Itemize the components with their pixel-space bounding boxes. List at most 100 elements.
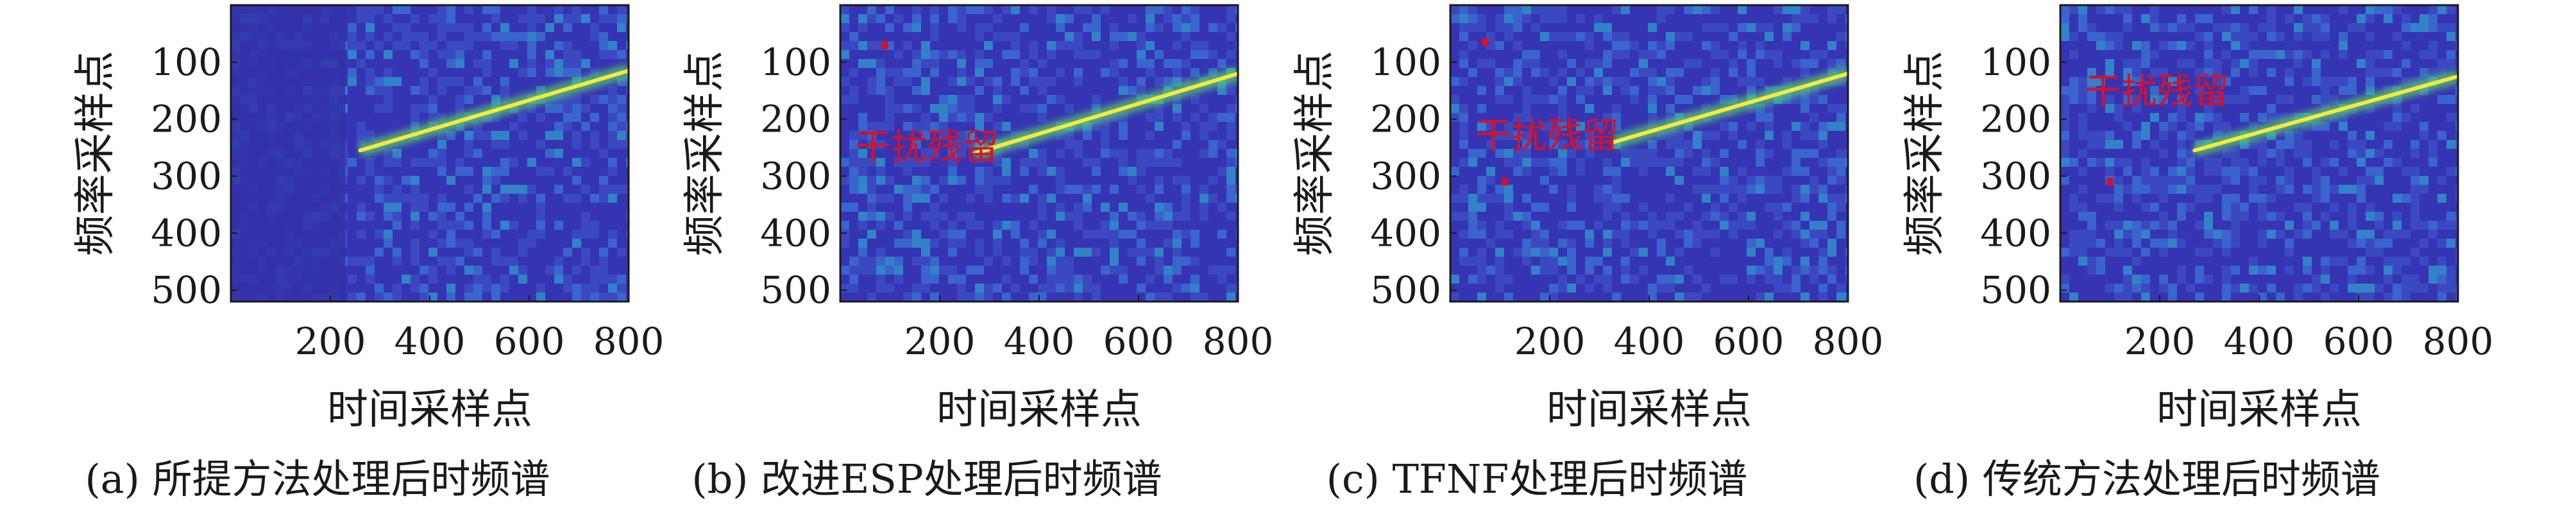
noise-cell — [599, 266, 608, 275]
noise-cell — [1226, 248, 1235, 257]
noise-cell — [849, 32, 858, 41]
noise-cell — [1783, 32, 1792, 41]
noise-cell — [921, 113, 930, 122]
noise-cell — [1020, 248, 1029, 257]
noise-cell — [446, 59, 455, 68]
noise-cell — [2132, 176, 2141, 185]
noise-cell — [1531, 5, 1540, 14]
noise-cell — [2087, 131, 2096, 140]
noise-cell — [384, 14, 393, 23]
noise-cell — [1702, 149, 1711, 158]
noise-cell — [1747, 23, 1756, 32]
noise-cell — [1818, 266, 1827, 275]
noise-cell — [930, 23, 939, 32]
noise-cell — [2186, 185, 2195, 194]
noise-cell — [357, 293, 366, 302]
noise-cell — [1477, 176, 1486, 185]
noise-cell — [921, 284, 930, 293]
noise-cell — [858, 167, 867, 176]
noise-cell — [617, 50, 626, 59]
noise-cell — [876, 284, 885, 293]
noise-cell — [428, 275, 437, 284]
noise-cell — [993, 95, 1002, 104]
noise-cell — [419, 59, 428, 68]
noise-cell — [903, 194, 912, 203]
noise-cell — [1074, 185, 1083, 194]
noise-cell — [1119, 230, 1128, 239]
noise-cell — [1459, 194, 1468, 203]
noise-cell — [384, 194, 393, 203]
noise-cell — [482, 131, 491, 140]
noise-cell — [348, 41, 357, 50]
y-tick-label: 200 — [1980, 98, 2051, 141]
noise-cell — [2150, 221, 2159, 230]
noise-cell — [876, 140, 885, 149]
noise-cell — [2141, 14, 2150, 23]
noise-cell — [2357, 149, 2366, 158]
noise-cell — [1549, 32, 1558, 41]
noise-cell — [1603, 284, 1612, 293]
noise-cell — [903, 167, 912, 176]
noise-cell — [1765, 293, 1774, 302]
noise-cell — [2321, 194, 2330, 203]
noise-cell — [1029, 104, 1038, 113]
noise-cell — [581, 293, 590, 302]
noise-cell — [563, 68, 572, 77]
noise-cell — [536, 140, 545, 149]
noise-cell — [2177, 149, 2186, 158]
noise-cell — [1486, 32, 1495, 41]
noise-cell — [2411, 221, 2419, 230]
noise-cell — [2123, 95, 2132, 104]
noise-cell — [384, 86, 393, 95]
noise-cell — [2132, 77, 2141, 86]
noise-cell — [1693, 140, 1702, 149]
noise-cell — [2428, 149, 2437, 158]
noise-cell — [1684, 32, 1693, 41]
noise-cell — [1531, 221, 1540, 230]
noise-cell — [2078, 5, 2087, 14]
noise-cell — [1513, 59, 1522, 68]
noise-cell — [912, 59, 921, 68]
noise-cell — [1540, 176, 1549, 185]
noise-cell — [1477, 185, 1486, 194]
noise-cell — [921, 275, 930, 284]
noise-cell — [1065, 14, 1074, 23]
noise-cell — [1702, 230, 1711, 239]
noise-cell — [1504, 77, 1513, 86]
noise-cell — [1495, 23, 1504, 32]
noise-cell — [1182, 203, 1191, 212]
noise-cell — [2437, 266, 2446, 275]
noise-cell — [1558, 32, 1567, 41]
noise-cell — [1495, 14, 1504, 23]
noise-cell — [975, 176, 984, 185]
noise-cell — [2078, 113, 2087, 122]
y-tick-label: 400 — [1980, 211, 2051, 255]
noise-cell — [2312, 14, 2321, 23]
noise-cell — [921, 176, 930, 185]
noise-cell — [2455, 86, 2458, 95]
noise-cell — [2213, 158, 2222, 167]
noise-cell — [2285, 95, 2294, 104]
noise-cell — [2258, 149, 2267, 158]
noise-cell — [518, 266, 527, 275]
noise-cell — [2393, 68, 2402, 77]
noise-cell — [2375, 212, 2384, 221]
noise-cell — [1621, 230, 1630, 239]
noise-cell — [428, 212, 437, 221]
noise-cell — [2204, 50, 2213, 59]
noise-cell — [984, 185, 993, 194]
noise-cell — [903, 293, 912, 302]
noise-cell — [2437, 176, 2446, 185]
noise-cell — [2249, 266, 2258, 275]
noise-cell — [1450, 275, 1459, 284]
noise-cell — [1092, 14, 1101, 23]
noise-cell — [2330, 77, 2339, 86]
noise-cell — [993, 284, 1002, 293]
noise-cell — [1199, 203, 1208, 212]
noise-cell — [2357, 185, 2366, 194]
noise-cell — [2294, 32, 2303, 41]
y-tick-label: 400 — [151, 211, 222, 255]
noise-cell — [1155, 50, 1164, 59]
